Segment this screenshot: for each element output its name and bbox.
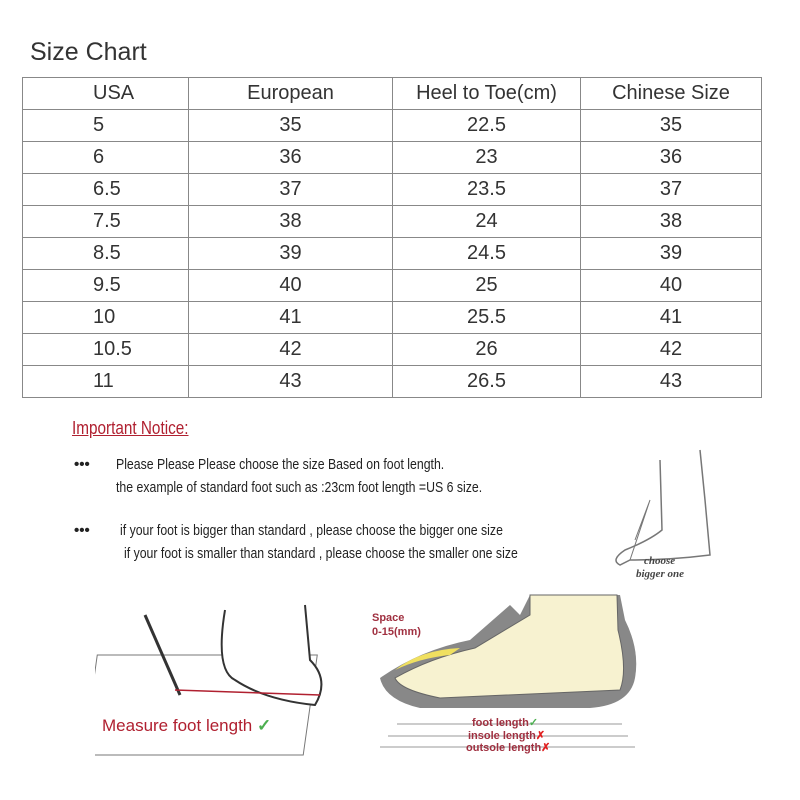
table-row: 6 36 23 36 [22, 141, 762, 174]
insole-length-text: insole length [468, 730, 536, 742]
measure-foot-illustration [95, 604, 323, 756]
table-row: 10 41 25.5 41 [22, 301, 762, 334]
table-cell: 7.5 [22, 205, 189, 238]
table-row: 10.5 42 26 42 [22, 333, 762, 366]
notice-line-4: if your foot is smaller than standard , … [124, 545, 518, 562]
table-cell: 35 [580, 109, 762, 142]
table-cell: 11 [22, 365, 189, 398]
page-title: Size Chart [30, 38, 147, 66]
foot-length-label: foot length✓ [472, 716, 538, 729]
check-icon: ✓ [528, 717, 539, 729]
table-cell: 42 [580, 333, 762, 366]
notice-line-3: if your foot is bigger than standard , p… [120, 522, 503, 539]
foot-side-sketch [615, 449, 711, 566]
table-cell: 36 [188, 141, 393, 174]
space-range-label: 0-15(mm) [372, 626, 421, 638]
outsole-length-label: outsole length✗ [466, 741, 550, 754]
table-row: 7.5 38 24 38 [22, 205, 762, 238]
table-cell: 36 [580, 141, 762, 174]
table-cell: 26 [392, 333, 581, 366]
header-heel-to-toe: Heel to Toe(cm) [392, 77, 581, 110]
cross-icon: ✗ [541, 742, 551, 754]
table-cell: 24 [392, 205, 581, 238]
table-cell: 38 [580, 205, 762, 238]
cross-icon: ✗ [535, 730, 546, 742]
bigger-one-label: bigger one [636, 568, 684, 580]
header-european: European [188, 77, 393, 110]
table-cell: 42 [188, 333, 393, 366]
table-cell: 10 [22, 301, 189, 334]
table-row: 9.5 40 25 40 [22, 269, 762, 302]
table-cell: 22.5 [392, 109, 581, 142]
table-row: 5 35 22.5 35 [22, 109, 762, 142]
table-cell: 10.5 [22, 333, 189, 366]
bullet: ••• [74, 522, 90, 539]
table-cell: 37 [580, 173, 762, 206]
header-usa: USA [22, 77, 189, 110]
measure-foot-label: Measure foot length ✓ [102, 716, 271, 736]
table-cell: 39 [580, 237, 762, 270]
table-row: 6.5 37 23.5 37 [22, 173, 762, 206]
table-cell: 25 [392, 269, 581, 302]
foot-length-text: foot length [472, 717, 529, 729]
table-cell: 35 [188, 109, 393, 142]
table-cell: 41 [580, 301, 762, 334]
header-chinese-size: Chinese Size [580, 77, 762, 110]
table-cell: 24.5 [392, 237, 581, 270]
table-cell: 38 [188, 205, 393, 238]
table-cell: 43 [188, 365, 393, 398]
shoe-cross-section [380, 594, 637, 748]
table-row: 11 43 26.5 43 [22, 365, 762, 398]
table-row: 8.5 39 24.5 39 [22, 237, 762, 270]
space-label: Space [372, 612, 405, 624]
bullet: ••• [74, 456, 90, 473]
table-cell: 37 [188, 173, 393, 206]
table-cell: 8.5 [22, 237, 189, 270]
table-header: USA European Heel to Toe(cm) Chinese Siz… [22, 77, 762, 110]
table-cell: 39 [188, 237, 393, 270]
check-icon: ✓ [257, 716, 272, 735]
table-cell: 23 [392, 141, 581, 174]
table-cell: 26.5 [392, 365, 581, 398]
table-cell: 23.5 [392, 173, 581, 206]
table-cell: 41 [188, 301, 393, 334]
outsole-length-text: outsole length [466, 742, 542, 754]
table-cell: 5 [22, 109, 189, 142]
insole-length-label: insole length✗ [468, 729, 545, 742]
notice-line-2: the example of standard foot such as :23… [116, 479, 483, 496]
notice-line-1: Please Please Please choose the size Bas… [116, 456, 445, 473]
table-cell: 40 [188, 269, 393, 302]
table-cell: 25.5 [392, 301, 581, 334]
table-cell: 9.5 [22, 269, 189, 302]
table-cell: 40 [580, 269, 762, 302]
notice-title: Important Notice: [72, 418, 189, 438]
size-table: USA European Heel to Toe(cm) Chinese Siz… [22, 77, 762, 398]
table-cell: 6.5 [22, 173, 189, 206]
choose-label: choose [644, 555, 676, 567]
table-cell: 43 [580, 365, 762, 398]
measure-text: Measure foot length [102, 716, 253, 735]
table-cell: 6 [22, 141, 189, 174]
